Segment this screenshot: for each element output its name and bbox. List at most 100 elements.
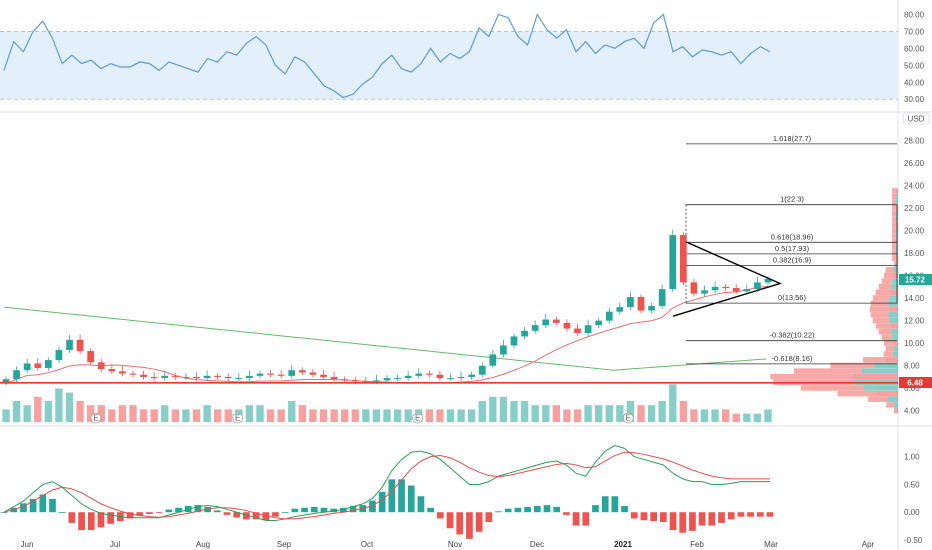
volume-profile-bar <box>892 244 896 250</box>
macd-hist-bar <box>524 506 531 513</box>
candle-body <box>362 381 370 383</box>
volume-bar <box>489 396 497 422</box>
price-tick-label: 26.00 <box>904 159 925 168</box>
macd-hist-bar <box>689 512 696 531</box>
price-pane[interactable]: 1.618(27.7) 1(22.3) 0.618(18.96) 0.5(17.93)… <box>0 134 898 424</box>
volume-bar <box>637 405 645 422</box>
time-axis-label: 2021 <box>614 540 632 549</box>
rsi-pane[interactable] <box>0 13 898 100</box>
macd-hist-bar <box>407 485 415 513</box>
macd-hist-bar <box>223 512 231 515</box>
macd-hist-bar <box>252 512 260 520</box>
time-axis-label: Feb <box>690 540 704 549</box>
macd-hist-bar <box>572 512 580 526</box>
volume-profile-bar <box>876 390 898 397</box>
volume-bar <box>584 405 592 422</box>
volume-bar <box>330 409 338 422</box>
earnings-marker-label: E <box>626 414 631 423</box>
volume-profile-bar <box>892 278 898 284</box>
volume-profile-bar <box>863 357 886 363</box>
time-axis-label: Nov <box>448 540 462 549</box>
macd-hist-bar <box>58 512 66 514</box>
support-price-label: 6.48 <box>907 379 923 388</box>
macd-hist-bar <box>0 512 8 514</box>
candle-body <box>351 380 359 382</box>
macd-hist-bar <box>349 506 357 513</box>
volume-profile-bar <box>872 317 890 324</box>
volume-bar <box>531 405 539 422</box>
volume-profile-bar <box>892 188 896 194</box>
candle-body <box>150 376 158 379</box>
macd-hist-bar <box>39 494 47 513</box>
candle-body <box>256 373 264 376</box>
volume-profile-bar <box>861 368 898 374</box>
candle-body <box>531 325 539 331</box>
candle-body <box>764 279 772 283</box>
macd-hist-bar <box>310 506 318 513</box>
candle-body <box>754 282 761 290</box>
volume-profile-bar <box>896 407 898 414</box>
macd-pane[interactable] <box>0 445 774 539</box>
volume-bar <box>658 401 666 422</box>
volume-bar <box>245 405 254 422</box>
triangle-wedge[interactable] <box>672 241 783 317</box>
macd-hist-bar <box>466 512 473 539</box>
volume-profile-bar <box>800 385 864 391</box>
candle-body <box>510 336 518 346</box>
volume-profile-bar <box>770 373 854 380</box>
volume-bar <box>446 409 455 422</box>
price-tick-label: 28.00 <box>904 137 925 146</box>
volume-bar <box>298 405 307 422</box>
macd-tick-label: 0.00 <box>904 508 920 517</box>
volume-profile-bar <box>891 328 898 335</box>
price-tick-label: 24.00 <box>904 182 925 191</box>
volume-profile-bar <box>892 216 896 222</box>
candle-body <box>425 373 433 375</box>
volume-bar <box>224 409 232 422</box>
macd-hist-bar <box>291 508 299 513</box>
volume-bar <box>362 409 370 422</box>
volume-profile-bar <box>892 199 896 205</box>
price-tick-label: 14.00 <box>904 294 925 303</box>
volume-profile-bar <box>878 328 892 335</box>
volume-bar <box>467 409 476 422</box>
volume-bar <box>393 409 402 422</box>
candle-body <box>298 370 306 373</box>
candle-body <box>76 339 84 352</box>
volume-profile-bar <box>892 233 896 239</box>
macd-hist-bar <box>446 512 454 529</box>
volume-bar <box>383 409 391 422</box>
macd-hist-bar <box>340 507 347 513</box>
volume-bar <box>55 388 63 422</box>
price-tick-label: 20.00 <box>904 227 925 236</box>
volume-profile-bar <box>892 255 896 262</box>
candle-body <box>267 373 274 375</box>
volume-profile-bar <box>878 283 892 290</box>
rsi-band <box>0 31 898 100</box>
volume-bar <box>743 413 751 422</box>
rsi-tick-label: 60.00 <box>904 44 925 53</box>
volume-bar <box>319 409 328 422</box>
currency-badge <box>902 112 930 125</box>
rsi-tick-label: 50.00 <box>904 61 925 70</box>
candle-body <box>627 297 634 308</box>
rsi-axis: 80.00 70.00 60.00 50.00 40.00 30.00 <box>904 10 925 104</box>
fibonacci-extension[interactable]: 1.618(27.7) 1(22.3) 0.618(18.96) 0.5(17.93)… <box>685 134 898 365</box>
volume-bar <box>86 405 95 422</box>
volume-profile-bar <box>892 334 898 341</box>
macd-hist-bar <box>68 512 76 523</box>
macd-hist-bar <box>330 508 338 513</box>
volume-bar <box>457 409 465 422</box>
time-axis-label: Jul <box>110 540 120 549</box>
candle-body <box>44 360 52 368</box>
candle-body <box>277 374 285 376</box>
candle-body <box>415 373 423 376</box>
volume-bar <box>372 409 381 422</box>
support-price-badge <box>899 377 932 388</box>
candle-body <box>658 289 666 307</box>
candle-body <box>203 375 211 379</box>
volume-profile-bar <box>893 267 898 273</box>
volume-bar <box>764 409 772 422</box>
